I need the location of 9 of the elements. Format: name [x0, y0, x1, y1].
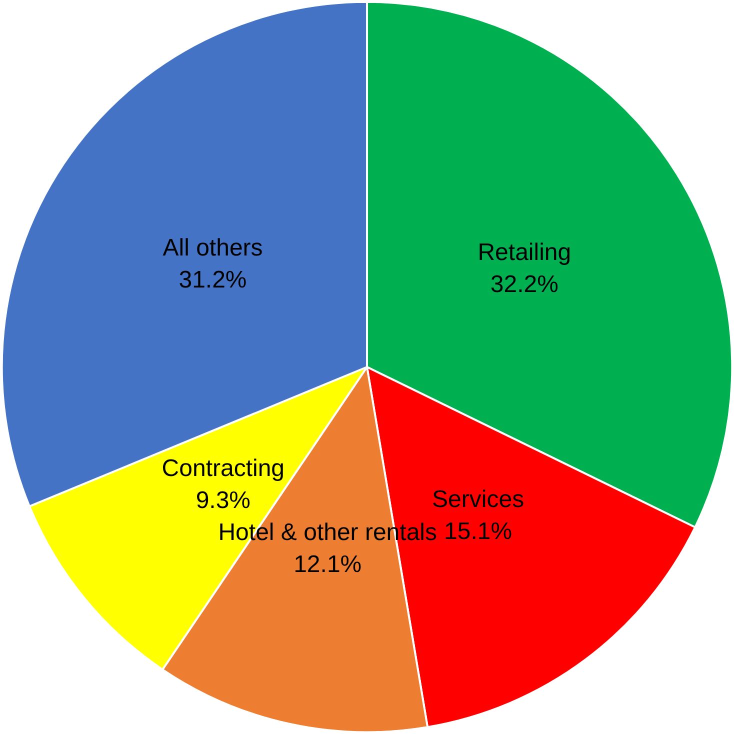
slice-label: Services [432, 486, 524, 514]
slice-label: Retailing [478, 239, 572, 266]
data-label: 31.2% [178, 266, 247, 294]
data-label: 12.1% [294, 550, 362, 578]
data-label: 9.3% [196, 486, 251, 514]
slice-label: All others [162, 234, 263, 262]
data-label: 15.1% [444, 518, 512, 546]
slice-label: Contracting [162, 454, 285, 482]
data-label: 32.2% [490, 271, 558, 298]
